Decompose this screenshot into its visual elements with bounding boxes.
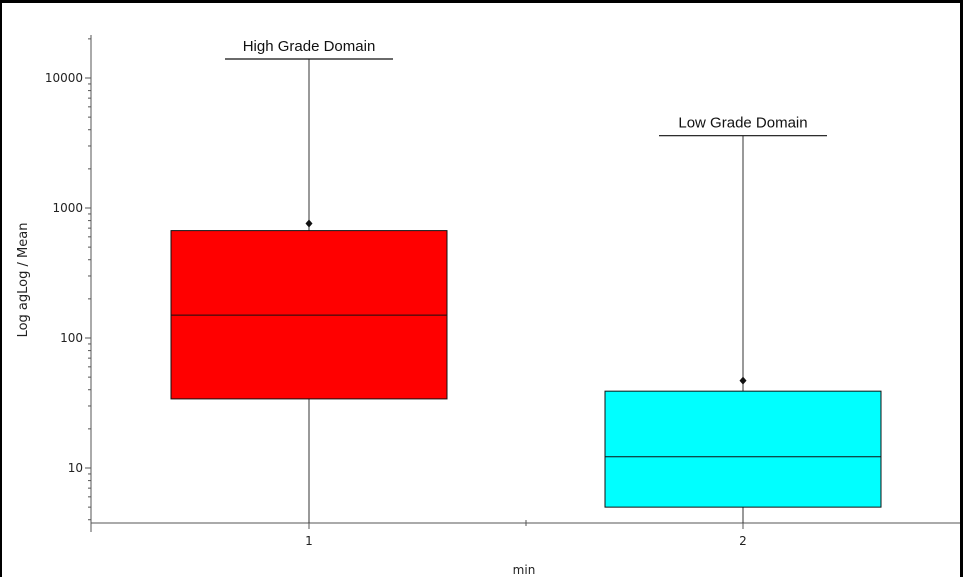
y-tick-label: 10000 bbox=[45, 71, 83, 85]
box-iqr bbox=[604, 390, 882, 508]
x-axis-label: min bbox=[513, 563, 536, 577]
domain-label: Low Grade Domain bbox=[678, 115, 807, 132]
domain-label: High Grade Domain bbox=[243, 38, 376, 55]
x-tick-label: 1 bbox=[305, 534, 313, 548]
y-axis-label: Log agLog / Mean bbox=[16, 223, 31, 338]
box-layer: High Grade Domain Low Grade Domain bbox=[170, 38, 882, 523]
tick-layer: 10 100 1000 10000 1 2 bbox=[45, 35, 960, 548]
y-tick-label: 100 bbox=[60, 331, 83, 345]
mean-marker bbox=[739, 376, 747, 385]
y-tick-label: 10 bbox=[68, 461, 83, 475]
mean-marker bbox=[305, 219, 313, 228]
y-tick-label: 1000 bbox=[52, 201, 83, 215]
x-tick-label: 2 bbox=[739, 534, 747, 548]
